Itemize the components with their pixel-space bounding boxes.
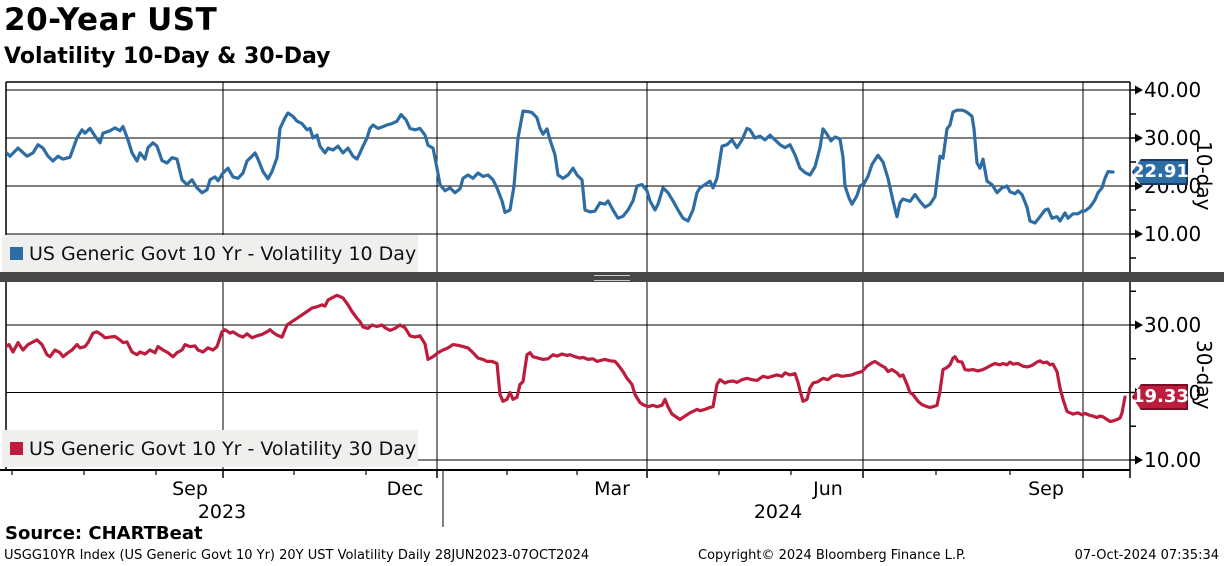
footnote-copyright: Copyright© 2024 Bloomberg Finance L.P. xyxy=(698,548,966,563)
right-axis-title-10day: 10-day xyxy=(1192,141,1216,211)
legend-swatch-red-icon xyxy=(10,442,23,455)
legend-volatility-10day[interactable]: US Generic Govt 10 Yr - Volatility 10 Da… xyxy=(2,235,418,272)
x-tick-year-label: 2024 xyxy=(753,501,803,523)
last-value-badge-10day: 22.91 xyxy=(1132,159,1188,186)
x-tick-year-label: 2023 xyxy=(197,501,247,523)
x-tick-month-label: Jun xyxy=(813,478,843,500)
legend-label-10day: US Generic Govt 10 Yr - Volatility 10 Da… xyxy=(29,242,417,265)
legend-volatility-30day[interactable]: US Generic Govt 10 Yr - Volatility 30 Da… xyxy=(2,430,418,467)
y-tick-label: 30.00 xyxy=(1144,126,1202,150)
page-title: 20-Year UST xyxy=(4,2,218,38)
y-tick-label: 10.00 xyxy=(1144,222,1202,246)
legend-label-30day: US Generic Govt 10 Yr - Volatility 30 Da… xyxy=(29,437,417,460)
y-tick-label: 30.00 xyxy=(1144,313,1202,337)
source-line: Source: CHARTBeat xyxy=(5,523,203,544)
panel-separator-drag-handle-icon[interactable] xyxy=(594,275,630,281)
x-tick-month-label: Sep xyxy=(172,478,208,500)
panel-separator xyxy=(0,272,1224,282)
legend-swatch-blue-icon xyxy=(10,247,23,260)
y-tick-label: 40.00 xyxy=(1144,78,1202,102)
x-tick-month-label: Mar xyxy=(594,478,630,500)
footnote-index-description: USGG10YR Index (US Generic Govt 10 Yr) 2… xyxy=(4,548,590,563)
last-value-badge-30day: 19.33 xyxy=(1132,384,1188,411)
x-tick-month-label: Dec xyxy=(386,478,424,500)
right-axis-title-30day: 30-day xyxy=(1192,340,1216,410)
y-tick-label: 10.00 xyxy=(1144,448,1202,472)
x-tick-month-label: Sep xyxy=(1028,478,1064,500)
footnote-timestamp: 07-Oct-2024 07:35:34 xyxy=(1074,548,1219,563)
page-subtitle: Volatility 10-Day & 30-Day xyxy=(4,44,331,69)
